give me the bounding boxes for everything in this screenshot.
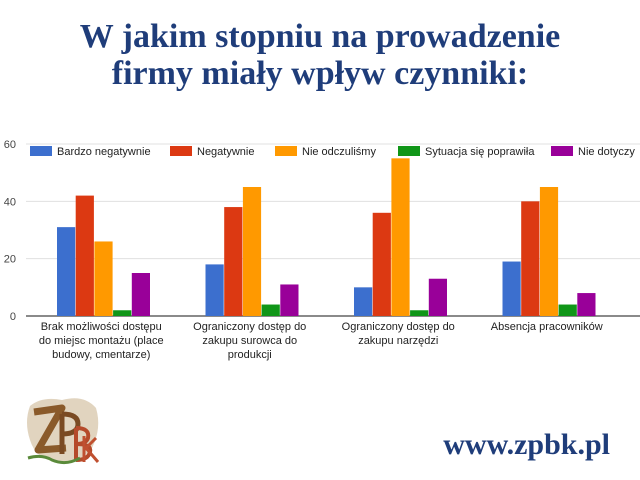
y-tick-label: 20 xyxy=(4,254,16,266)
legend-swatch-2 xyxy=(275,146,297,156)
legend-swatch-3 xyxy=(398,146,420,156)
bar-1-2 xyxy=(242,187,262,316)
page-title: W jakim stopniu na prowadzenie firmy mia… xyxy=(0,18,640,92)
bar-0-0 xyxy=(57,227,76,316)
bar-1-4 xyxy=(280,284,299,316)
legend-swatch-4 xyxy=(551,146,573,156)
bar-2-4 xyxy=(428,278,447,316)
legend-swatch-1 xyxy=(170,146,192,156)
bar-3-4 xyxy=(577,293,596,316)
legend-label-3: Sytuacja się poprawiła xyxy=(425,146,535,158)
bar-1-0 xyxy=(205,264,224,316)
bar-2-0 xyxy=(354,287,373,316)
legend-label-4: Nie dotyczy xyxy=(578,146,635,158)
x-tick-label: Brak możliwości dostępu do miejsc montażu… xyxy=(39,321,164,361)
legend-label-2: Nie odczuliśmy xyxy=(302,146,376,158)
legend-label-0: Bardzo negatywnie xyxy=(57,146,151,158)
title-line-2: firmy miały wpływ czynniki: xyxy=(111,55,529,92)
bar-0-2 xyxy=(94,241,113,316)
y-tick-label: 40 xyxy=(4,196,16,208)
zpbk-logo xyxy=(27,398,100,465)
y-tick-label: 0 xyxy=(10,311,16,323)
bar-1-3 xyxy=(261,304,280,316)
legend-swatch-0 xyxy=(30,146,52,156)
bar-1-1 xyxy=(224,207,243,316)
x-tick-label: Ograniczony dostęp do zakupu surowca do pr… xyxy=(193,321,306,361)
bar-chart: 0 20 40 60 Brak możliwości dostępu do miejsc … xyxy=(4,139,640,361)
bar-2-1 xyxy=(372,212,391,316)
legend-label-1: Negatywnie xyxy=(197,146,254,158)
bar-2-3 xyxy=(410,310,429,316)
x-tick-label: Absencja pracowników xyxy=(491,321,603,333)
y-tick-label: 60 xyxy=(4,139,16,151)
title-line-1: W jakim stopniu na prowadzenie xyxy=(79,18,561,55)
bar-0-1 xyxy=(75,195,94,316)
bar-0-3 xyxy=(113,310,132,316)
bar-3-1 xyxy=(521,201,540,316)
bar-3-2 xyxy=(539,187,559,316)
x-tick-label: Ograniczony dostęp do zakupu narzędzi xyxy=(342,321,455,347)
bar-3-0 xyxy=(502,261,521,316)
website-url[interactable]: www.zpbk.pl xyxy=(443,428,610,461)
bar-0-4 xyxy=(131,273,150,316)
bar-2-2 xyxy=(391,158,410,316)
bar-3-3 xyxy=(558,304,577,316)
